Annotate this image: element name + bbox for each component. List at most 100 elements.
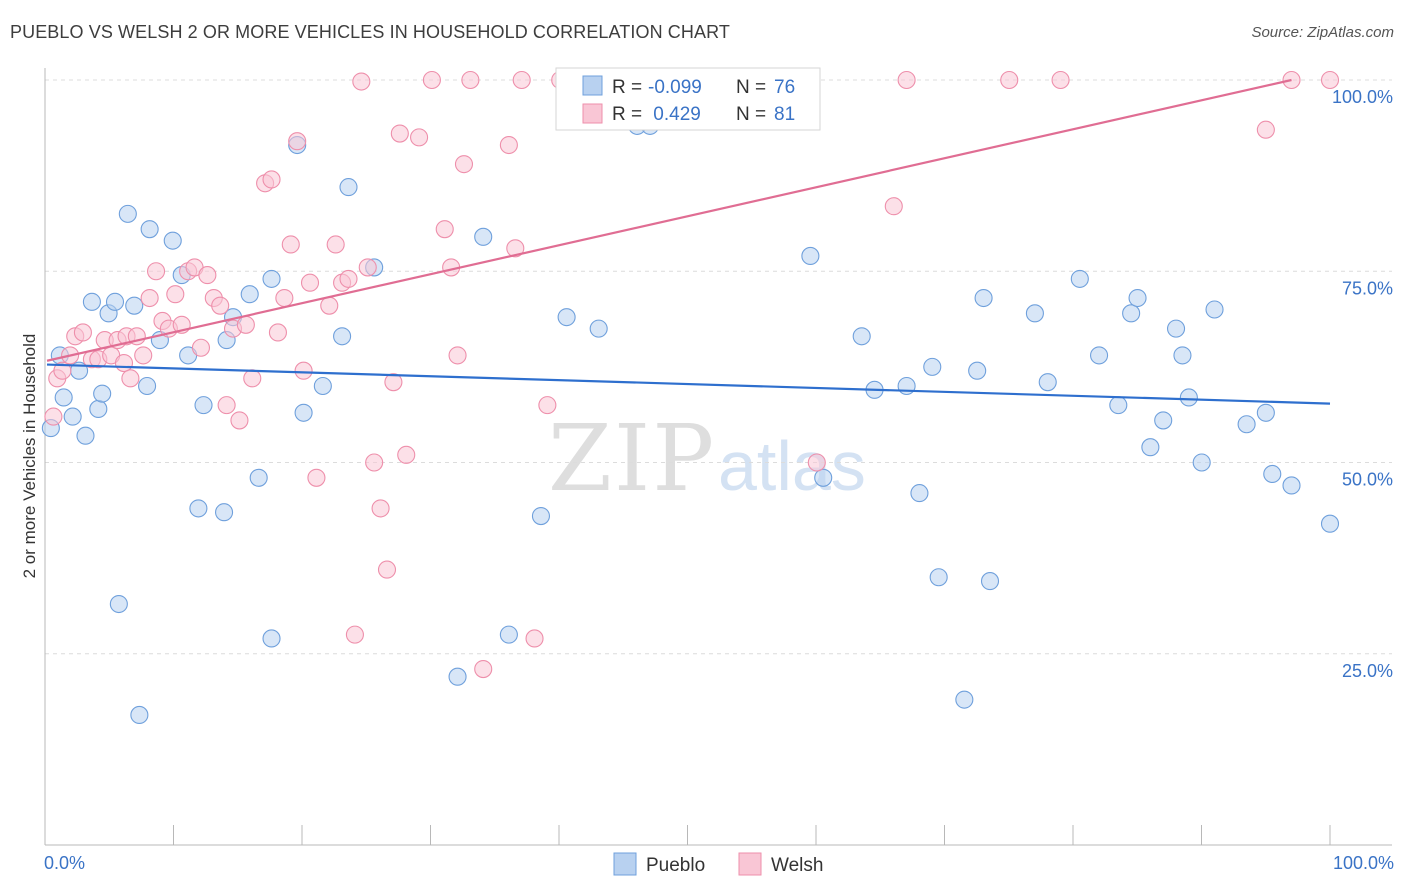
welsh-point-63 [499, 135, 518, 155]
y-tick-labels: 100.0% 75.0% 50.0% 25.0% [1332, 87, 1393, 681]
pueblo-point-7 [89, 399, 108, 419]
pueblo-point-65 [1166, 319, 1186, 338]
pueblo-point-59 [1090, 346, 1109, 365]
x-ticks [44, 825, 1331, 845]
pueblo-point-46 [852, 327, 871, 346]
welsh-point-13 [121, 369, 140, 388]
trend-lines [46, 78, 1331, 405]
welsh-point-53 [390, 124, 409, 143]
welsh-point-73 [884, 197, 903, 216]
welsh-point-35 [268, 323, 287, 342]
legend-r-label-pueblo: R = [612, 77, 642, 98]
welsh-point-0 [44, 407, 63, 426]
welsh-point-54 [397, 445, 416, 464]
legend-n-value-welsh: 81 [774, 104, 795, 125]
watermark-atlas: atlas [718, 427, 866, 505]
pueblo-point-18 [163, 231, 182, 250]
welsh-point-40 [300, 273, 320, 292]
y-tick-label-75: 75.0% [1342, 278, 1393, 298]
welsh-point-52 [384, 373, 403, 392]
pueblo-point-63 [1141, 438, 1160, 457]
welsh-point-34 [262, 170, 281, 189]
welsh-point-57 [435, 220, 454, 239]
pueblo-point-23 [215, 503, 234, 522]
pueblo-point-41 [589, 319, 608, 338]
gridlines [45, 79, 1392, 655]
pueblo-point-54 [974, 288, 993, 308]
welsh-point-47 [352, 72, 371, 91]
welsh-point-16 [140, 288, 159, 308]
series-legend-label-pueblo: Pueblo [646, 855, 705, 876]
stats-legend: R = -0.099 N = 76 R = 0.429 N = 81 [555, 67, 821, 131]
x-tick-label-right: 100.0% [1333, 853, 1394, 873]
series-legend-swatch-pueblo [613, 852, 637, 876]
welsh-point-49 [365, 453, 384, 472]
welsh-point-15 [134, 346, 153, 365]
welsh-point-76 [1051, 70, 1070, 90]
welsh-point-74 [897, 70, 916, 90]
welsh-point-39 [294, 361, 313, 380]
pueblo-point-26 [240, 285, 259, 304]
welsh-point-51 [377, 560, 397, 579]
pueblo-point-61 [1122, 304, 1141, 323]
watermark: ZIP atlas [548, 405, 866, 512]
pueblo-point-3 [63, 407, 82, 426]
pueblo-point-31 [294, 403, 313, 422]
pueblo-point-53 [968, 361, 987, 380]
welsh-point-61 [461, 70, 480, 90]
series-legend: Pueblo Welsh [613, 852, 823, 876]
legend-r-value-welsh: 0.429 [648, 104, 701, 125]
pueblo-point-11 [109, 594, 128, 614]
pueblo-point-21 [189, 499, 208, 518]
pueblo-point-68 [1192, 453, 1211, 472]
axes [44, 68, 1392, 846]
legend-r-value-pueblo: -0.099 [648, 77, 702, 98]
pueblo-point-71 [1256, 403, 1275, 422]
pueblo-point-5 [76, 426, 95, 445]
pueblo-point-56 [1025, 304, 1044, 323]
y-tick-label-100: 100.0% [1332, 87, 1393, 107]
pueblo-point-49 [910, 484, 929, 503]
welsh-point-65 [512, 70, 531, 90]
legend-n-label-welsh: N = [736, 104, 766, 125]
watermark-zip: ZIP [548, 405, 716, 512]
y-axis-title: 2 or more Vehicles in Household [20, 334, 39, 579]
y-tick-label-50: 50.0% [1342, 470, 1393, 490]
pueblo-point-40 [557, 308, 576, 327]
pueblo-trend-line [46, 363, 1331, 405]
pueblo-point-29 [262, 269, 281, 288]
pueblo-point-22 [194, 396, 213, 415]
pueblo-point-14 [130, 705, 149, 725]
welsh-point-56 [422, 70, 441, 90]
pueblo-point-74 [1320, 514, 1340, 533]
welsh-point-55 [410, 128, 429, 147]
series-legend-swatch-welsh [738, 852, 762, 876]
pueblo-point-67 [1179, 388, 1198, 407]
welsh-point-77 [1256, 120, 1275, 139]
pueblo-point-52 [955, 690, 974, 709]
pueblo-point-38 [499, 625, 518, 644]
welsh-point-43 [326, 235, 345, 254]
welsh-point-25 [198, 266, 217, 285]
legend-swatch-welsh [582, 103, 603, 124]
pueblo-point-64 [1154, 411, 1173, 430]
pueblo-point-2 [54, 388, 73, 407]
pueblo-point-34 [339, 178, 358, 197]
pueblo-point-15 [138, 376, 157, 396]
pueblo-point-51 [929, 568, 948, 587]
welsh-point-37 [281, 235, 300, 254]
pueblo-point-32 [313, 376, 332, 396]
legend-n-value-pueblo: 76 [774, 77, 795, 98]
welsh-point-46 [345, 625, 364, 644]
pueblo-point-55 [980, 572, 1000, 591]
legend-r-label-welsh: R = [612, 104, 642, 125]
pueblo-point-39 [531, 506, 551, 526]
welsh-point-79 [1320, 70, 1340, 90]
welsh-point-45 [339, 269, 358, 288]
welsh-point-60 [454, 155, 474, 174]
pueblo-point-44 [801, 246, 820, 265]
legend-swatch-pueblo [582, 75, 603, 96]
welsh-point-62 [474, 659, 493, 679]
pueblo-point-10 [105, 292, 125, 311]
